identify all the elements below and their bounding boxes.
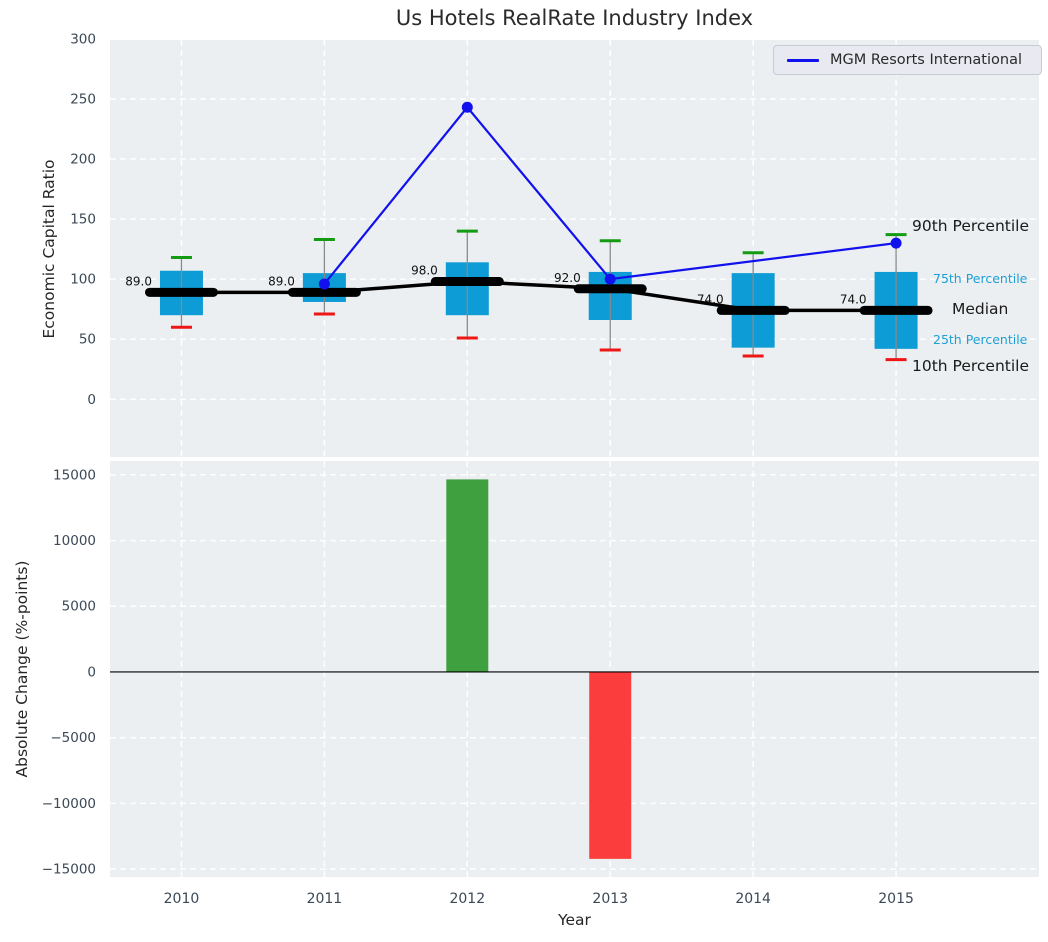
x-tick-label: 2010 bbox=[164, 891, 200, 907]
y-tick-label-bottom: −10000 bbox=[42, 796, 96, 812]
x-tick-label: 2012 bbox=[449, 891, 485, 907]
legend-label: MGM Resorts International bbox=[830, 52, 1022, 68]
median-value-label-2012: 98.0 bbox=[411, 264, 438, 278]
y-tick-label-top: 250 bbox=[70, 91, 96, 107]
annotation-25th-percentile: 25th Percentile bbox=[933, 332, 1028, 347]
y-tick-label-top: 100 bbox=[70, 272, 96, 288]
median-value-label-2011: 89.0 bbox=[268, 274, 295, 288]
mgm-marker-2013 bbox=[604, 273, 616, 285]
x-tick-label: 2011 bbox=[307, 891, 343, 907]
bar-2013 bbox=[589, 671, 632, 859]
y-tick-label-bottom: −5000 bbox=[50, 730, 96, 746]
chart-title: Us Hotels RealRate Industry Index bbox=[395, 6, 754, 30]
x-tick-label: 2014 bbox=[735, 891, 771, 907]
mgm-marker-2011 bbox=[318, 278, 330, 290]
y-tick-label-top: 0 bbox=[87, 392, 96, 408]
x-axis-label: Year bbox=[558, 911, 591, 929]
y-tick-label-bottom: 0 bbox=[87, 664, 96, 680]
top-axes-background bbox=[110, 40, 1039, 457]
mgm-line bbox=[323, 105, 897, 285]
y-axis-label-top: Economic Capital Ratio bbox=[40, 159, 58, 339]
y-axis-label-bottom: Absolute Change (%-points) bbox=[13, 560, 31, 778]
bar-2012 bbox=[446, 479, 489, 672]
annotation-90th-percentile: 90th Percentile bbox=[912, 217, 1030, 235]
x-tick-label: 2015 bbox=[878, 891, 914, 907]
y-tick-label-bottom: 10000 bbox=[53, 533, 96, 549]
y-tick-label-bottom: 15000 bbox=[53, 467, 96, 483]
bottom-axes-background bbox=[110, 461, 1039, 877]
mgm-marker-2012 bbox=[461, 101, 473, 113]
median-value-label-2013: 92.0 bbox=[554, 271, 581, 285]
median-value-label-2010: 89.0 bbox=[125, 274, 152, 288]
legend-line-swatch bbox=[787, 58, 819, 62]
y-tick-label-top: 150 bbox=[70, 212, 96, 228]
legend: MGM Resorts International bbox=[773, 45, 1042, 75]
median-value-label-2014: 74.0 bbox=[697, 292, 724, 306]
annotation-10th-percentile: 10th Percentile bbox=[912, 357, 1030, 375]
median-value-label-2015: 74.0 bbox=[840, 292, 867, 306]
annotation-75th-percentile: 75th Percentile bbox=[933, 271, 1028, 286]
mgm-marker-2015 bbox=[890, 237, 902, 249]
y-tick-label-bottom: −15000 bbox=[42, 862, 96, 878]
y-tick-label-bottom: 5000 bbox=[62, 599, 96, 615]
y-tick-label-top: 200 bbox=[70, 151, 96, 167]
y-tick-label-top: 300 bbox=[70, 31, 96, 47]
annotation-median: Median bbox=[952, 300, 1009, 318]
x-tick-label: 2013 bbox=[592, 891, 628, 907]
y-tick-label-top: 50 bbox=[79, 332, 96, 348]
